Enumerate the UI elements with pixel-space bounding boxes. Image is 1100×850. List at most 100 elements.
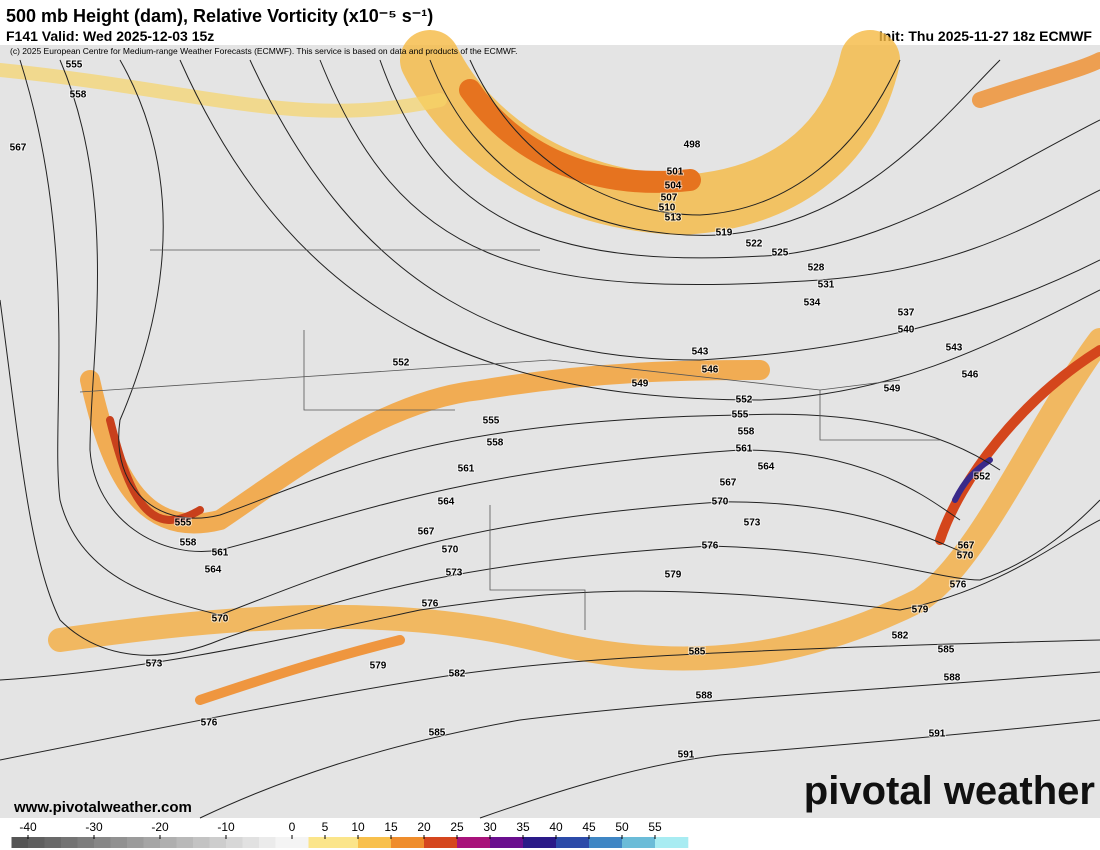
contour-label: 534: [804, 298, 821, 309]
colorbar-swatch: [292, 837, 309, 848]
colorbar-tick-label: 35: [516, 820, 530, 834]
contour-label: 585: [938, 645, 955, 656]
colorbar-swatch: [556, 837, 573, 848]
contour-label: 579: [665, 570, 682, 581]
contour-label: 564: [758, 462, 775, 473]
colorbar-tick-label: 55: [648, 820, 662, 834]
contour-label: 558: [487, 438, 504, 449]
contour-label: 573: [146, 659, 163, 670]
contour-label: 573: [744, 518, 761, 529]
colorbar-tick-label: 25: [450, 820, 464, 834]
colorbar-swatch: [655, 837, 672, 848]
colorbar-swatch: [457, 837, 474, 848]
contour-label: 576: [201, 718, 218, 729]
contour-label: 552: [393, 358, 410, 369]
contour-label: 558: [180, 538, 197, 549]
colorbar-swatch: [424, 837, 441, 848]
colorbar-swatch: [193, 837, 210, 848]
contour-label: 528: [808, 263, 825, 274]
contour-label: 513: [665, 213, 682, 224]
contour-label: 579: [370, 661, 387, 672]
colorbar-swatch: [28, 837, 45, 848]
contour-label: 501: [667, 167, 684, 178]
contour-label: 546: [702, 365, 719, 376]
contour-label: 576: [950, 580, 967, 591]
contour-label: 555: [175, 518, 192, 529]
colorbar-swatch: [110, 837, 128, 848]
colorbar-swatch: [506, 837, 524, 848]
colorbar-tick-label: -10: [217, 820, 235, 834]
contour-label: 585: [429, 728, 446, 739]
colorbar-tick-label: -40: [19, 820, 37, 834]
contour-label: 555: [483, 416, 500, 427]
init-time: Init: Thu 2025-11-27 18z ECMWF: [879, 28, 1093, 44]
colorbar-swatch: [226, 837, 243, 848]
colorbar-swatch: [622, 837, 639, 848]
contour-label: 522: [746, 239, 763, 250]
colorbar-tick-label: 15: [384, 820, 398, 834]
colorbar-tick-label: 20: [417, 820, 431, 834]
colorbar-tick-label: 40: [549, 820, 563, 834]
contour-label: 552: [974, 472, 991, 483]
contour-label: 573: [446, 568, 463, 579]
contour-label: 570: [212, 614, 229, 625]
contour-label: 504: [665, 181, 682, 192]
colorbar-tick-label: 10: [351, 820, 365, 834]
logo: pivotal weather: [804, 769, 1095, 813]
colorbar-swatch: [127, 837, 144, 848]
contour-label: 570: [442, 545, 459, 556]
contour-label: 585: [689, 647, 706, 658]
contour-label: 561: [736, 444, 753, 455]
contour-label: 555: [732, 410, 749, 421]
colorbar-swatch: [490, 837, 507, 848]
colorbar-swatch: [358, 837, 375, 848]
colorbar-tick-label: -30: [85, 820, 103, 834]
colorbar-swatch: [473, 837, 491, 848]
contour-label: 546: [962, 370, 979, 381]
colorbar: -40 -30 -20 -10 0 5 10 15 20 25 30 35 40 45 50 55: [11, 820, 689, 848]
colorbar-tick-label: 50: [615, 820, 629, 834]
contour-label: 591: [678, 750, 695, 761]
contour-label: 561: [212, 548, 229, 559]
contour-label: 579: [912, 605, 929, 616]
colorbar-swatch: [94, 837, 111, 848]
colorbar-swatch: [523, 837, 540, 848]
contour-label: 537: [898, 308, 915, 319]
contour-label: 567: [720, 478, 737, 489]
contour-label: 549: [632, 379, 649, 390]
contour-label: 540: [898, 325, 915, 336]
colorbar-swatch: [275, 837, 293, 848]
contour-label: 498: [684, 140, 701, 151]
credit: (c) 2025 European Centre for Medium-rang…: [10, 46, 518, 56]
colorbar-tick-label: 5: [322, 820, 329, 834]
colorbar-swatch: [44, 837, 62, 848]
contour-label: 588: [944, 673, 961, 684]
contour-label: 549: [884, 384, 901, 395]
colorbar-swatch: [572, 837, 590, 848]
colorbar-tick-label: 45: [582, 820, 596, 834]
website: www.pivotalweather.com: [13, 799, 192, 816]
colorbar-swatch: [325, 837, 342, 848]
colorbar-swatch: [160, 837, 177, 848]
contour-label: 570: [957, 551, 974, 562]
colorbar-swatch: [308, 837, 326, 848]
contour-label: 531: [818, 280, 835, 291]
borders: [79, 249, 940, 630]
contour-label: 567: [418, 527, 435, 538]
contour-label: 555: [66, 60, 83, 71]
contour-label: 576: [422, 599, 439, 610]
contour-label: 543: [946, 343, 963, 354]
colorbar-swatch: [638, 837, 656, 848]
colorbar-tick-label: -20: [151, 820, 169, 834]
contour-label: 507: [661, 193, 678, 204]
colorbar-swatch: [242, 837, 260, 848]
colorbar-swatch: [605, 837, 623, 848]
colorbar-swatch: [209, 837, 227, 848]
contour-label: 558: [70, 90, 87, 101]
colorbar-swatch: [539, 837, 557, 848]
height-contours: [0, 59, 1100, 819]
colorbar-swatch: [440, 837, 458, 848]
contour-label: 567: [10, 143, 27, 154]
